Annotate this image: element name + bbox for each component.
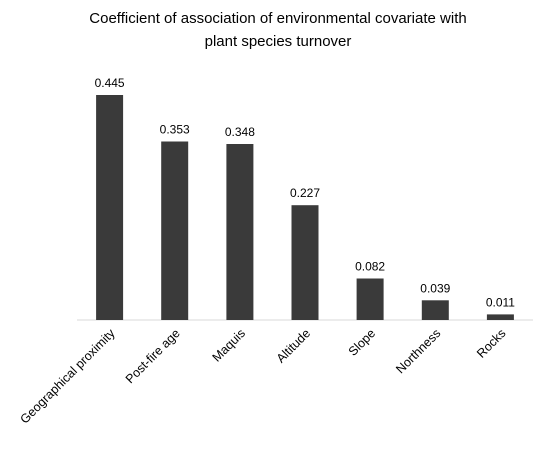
- category-label-1: Post-fire age: [123, 326, 183, 386]
- bar-1: [161, 141, 189, 320]
- chart-title-line-1: Coefficient of association of environmen…: [89, 10, 466, 27]
- category-label-0: Geographical proximity: [17, 326, 118, 427]
- bar-5: [421, 300, 449, 320]
- category-label-5: Northness: [393, 326, 443, 376]
- bar-3: [291, 205, 319, 320]
- category-tick-labels: Geographical proximity Post-fire age Maqui…: [17, 326, 508, 427]
- bar-6: [486, 314, 514, 320]
- chart-title-line-2: plant species turnover: [205, 33, 352, 50]
- bars-layer: [96, 95, 514, 320]
- category-label-4: Slope: [346, 326, 379, 359]
- value-label-4: 0.082: [355, 260, 385, 274]
- bar-2: [226, 144, 254, 320]
- value-label-6: 0.011: [486, 295, 515, 309]
- value-label-3: 0.227: [290, 186, 320, 200]
- value-label-2: 0.348: [225, 125, 255, 139]
- value-label-0: 0.445: [95, 76, 125, 90]
- value-label-1: 0.353: [160, 123, 190, 137]
- value-label-5: 0.039: [420, 281, 450, 295]
- category-label-3: Altitude: [274, 326, 313, 365]
- bar-0: [96, 95, 124, 320]
- bar-4: [356, 278, 384, 320]
- category-label-6: Rocks: [474, 326, 508, 360]
- value-labels-layer: 0.445 0.353 0.348 0.227 0.082 0.039 0.011: [95, 76, 516, 309]
- category-label-2: Maquis: [210, 326, 248, 364]
